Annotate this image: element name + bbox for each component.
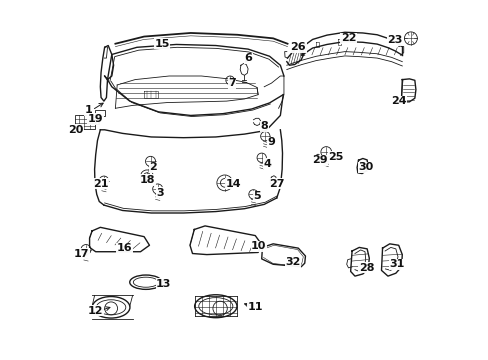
Text: 32: 32 bbox=[285, 257, 300, 267]
Text: 12: 12 bbox=[88, 306, 103, 316]
Text: 14: 14 bbox=[225, 179, 241, 189]
Text: 21: 21 bbox=[93, 179, 109, 189]
Text: 2: 2 bbox=[149, 162, 157, 172]
Text: 13: 13 bbox=[156, 279, 171, 289]
Text: 3: 3 bbox=[156, 188, 163, 198]
Text: 24: 24 bbox=[390, 96, 406, 106]
Text: 1: 1 bbox=[84, 105, 92, 115]
Text: 30: 30 bbox=[358, 162, 373, 172]
Text: 27: 27 bbox=[268, 179, 284, 189]
Text: 23: 23 bbox=[386, 35, 402, 45]
Text: 16: 16 bbox=[116, 243, 132, 253]
Text: 20: 20 bbox=[68, 125, 83, 135]
Text: 19: 19 bbox=[88, 114, 103, 124]
Bar bbox=[94, 110, 105, 116]
Bar bbox=[75, 115, 95, 129]
Text: 18: 18 bbox=[140, 175, 155, 185]
Text: 11: 11 bbox=[247, 302, 263, 312]
Text: 15: 15 bbox=[154, 39, 169, 49]
Text: 26: 26 bbox=[290, 42, 305, 52]
Text: 29: 29 bbox=[311, 155, 327, 165]
Text: 25: 25 bbox=[327, 152, 343, 162]
Text: 22: 22 bbox=[340, 33, 356, 43]
Text: 9: 9 bbox=[267, 138, 275, 147]
Text: 10: 10 bbox=[251, 241, 266, 251]
Text: 31: 31 bbox=[388, 259, 404, 269]
Text: 5: 5 bbox=[253, 191, 260, 201]
Text: 28: 28 bbox=[358, 263, 373, 273]
Text: 17: 17 bbox=[73, 248, 89, 258]
Text: 8: 8 bbox=[260, 121, 267, 131]
Text: 4: 4 bbox=[264, 159, 271, 169]
Text: 7: 7 bbox=[227, 78, 235, 88]
Text: 6: 6 bbox=[244, 53, 251, 63]
